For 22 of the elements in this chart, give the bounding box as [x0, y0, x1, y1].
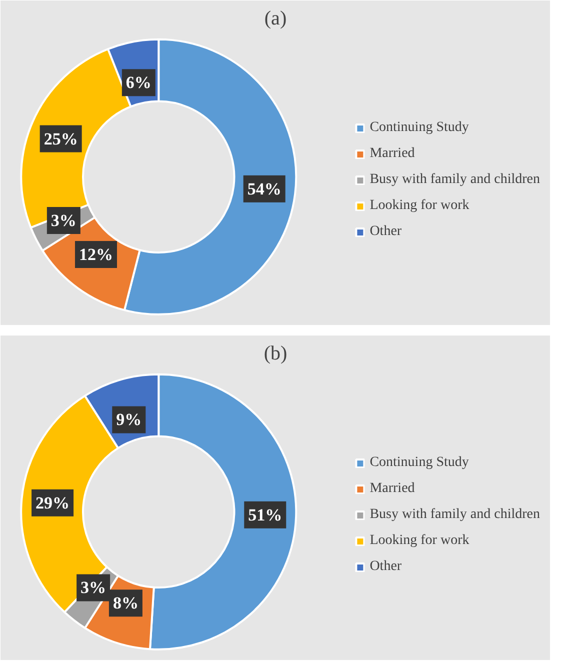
legend-label: Married	[370, 480, 415, 496]
legend-label: Continuing Study	[370, 120, 469, 136]
legend-label: Other	[370, 224, 402, 240]
data-label: 8%	[112, 594, 138, 613]
legend-label: Looking for work	[370, 198, 470, 214]
chart-title: (a)	[264, 8, 287, 30]
data-label: 51%	[248, 505, 282, 524]
legend-label: Busy with family and children	[370, 172, 540, 188]
legend-label: Busy with family and children	[370, 506, 540, 522]
data-label: 6%	[126, 73, 152, 92]
data-label: 29%	[36, 493, 70, 512]
legend-label: Married	[370, 146, 415, 162]
legend-label: Other	[370, 558, 402, 574]
data-label: 12%	[78, 245, 113, 264]
chart-title: (b)	[264, 342, 288, 364]
data-label: 9%	[116, 410, 142, 430]
data-label: 3%	[50, 210, 76, 230]
data-label: 54%	[247, 179, 282, 198]
legend-label: Looking for work	[370, 532, 470, 548]
data-label: 25%	[44, 129, 78, 148]
data-label: 3%	[80, 578, 106, 598]
legend-label: Continuing Study	[370, 454, 469, 470]
